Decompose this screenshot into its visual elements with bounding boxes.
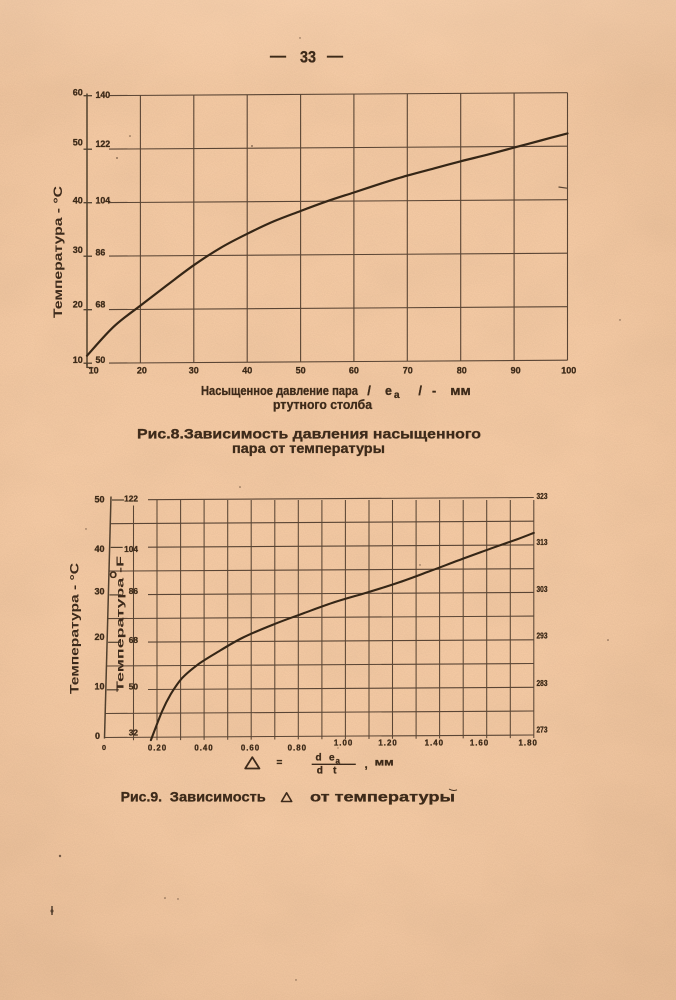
svg-text:283: 283 [537, 679, 549, 688]
svg-text:пара от температуры: пара от температуры [232, 440, 385, 456]
svg-text:50: 50 [73, 138, 83, 148]
svg-text:104: 104 [96, 196, 111, 206]
svg-text:104: 104 [124, 544, 138, 554]
svg-text:10: 10 [89, 366, 99, 376]
svg-text:=: = [277, 758, 283, 769]
svg-text:0: 0 [102, 743, 106, 752]
svg-text:313: 313 [537, 538, 549, 547]
svg-text:Рис.8.Зависимость давления нас: Рис.8.Зависимость давления насыщенного [137, 426, 481, 442]
svg-text:20: 20 [137, 366, 147, 376]
svg-text:мм: мм [450, 384, 471, 398]
svg-text:86: 86 [96, 247, 106, 257]
svg-text:30: 30 [189, 366, 199, 376]
svg-text:10: 10 [73, 355, 83, 365]
svg-text:0.60: 0.60 [241, 744, 260, 753]
svg-text:1.80: 1.80 [519, 738, 538, 747]
svg-text:Рис.9.: Рис.9. [121, 789, 162, 805]
svg-text:мм: мм [375, 758, 394, 769]
svg-text:100: 100 [561, 366, 576, 376]
svg-text:0.40: 0.40 [194, 744, 213, 753]
svg-text:32: 32 [129, 728, 139, 738]
svg-text:—: — [327, 48, 343, 65]
svg-text:50: 50 [96, 355, 106, 365]
svg-text:е: е [329, 753, 335, 764]
svg-text:0: 0 [95, 731, 100, 741]
svg-text:50: 50 [129, 681, 139, 691]
svg-text:ртутного столба: ртутного столба [273, 398, 373, 412]
svg-text:d: d [316, 753, 322, 764]
svg-text:140: 140 [96, 90, 111, 100]
svg-text:86: 86 [129, 586, 139, 596]
svg-text:е: е [385, 384, 392, 398]
svg-text:20: 20 [94, 632, 104, 642]
svg-text:50: 50 [296, 366, 306, 376]
svg-text:1.00: 1.00 [334, 738, 353, 747]
svg-text:323: 323 [537, 492, 549, 501]
svg-text:Зависимость: Зависимость [170, 789, 266, 805]
svg-text:40: 40 [242, 366, 252, 376]
svg-text:0.80: 0.80 [288, 744, 307, 753]
svg-text:Температура - °С: Температура - °С [51, 186, 65, 318]
svg-text:—: — [270, 48, 286, 65]
svg-text:90: 90 [511, 366, 521, 376]
svg-text:Насыщенное давление пара: Насыщенное давление пара [201, 384, 359, 398]
svg-text:60: 60 [73, 87, 83, 97]
svg-text:0.20: 0.20 [148, 744, 167, 753]
svg-text:от температуры: от температуры [310, 789, 455, 805]
svg-text:1.20: 1.20 [378, 738, 397, 747]
svg-text:-: - [432, 384, 436, 398]
svg-text:1.60: 1.60 [470, 738, 489, 747]
svg-text:10: 10 [94, 682, 104, 692]
svg-text:,: , [365, 759, 368, 771]
svg-text:а: а [336, 757, 341, 766]
svg-text:122: 122 [124, 494, 138, 504]
svg-text:70: 70 [403, 366, 413, 376]
svg-text:а: а [394, 390, 400, 401]
svg-text:30: 30 [94, 587, 104, 597]
svg-text:/: / [418, 383, 422, 398]
svg-text:80: 80 [457, 366, 467, 376]
svg-text:68: 68 [96, 299, 106, 309]
svg-text:1.40: 1.40 [425, 738, 444, 747]
svg-text:40: 40 [94, 544, 104, 554]
svg-text:О: О [110, 570, 117, 581]
svg-text:Температура -F: Температура -F [116, 556, 127, 692]
svg-text:Температура - °С: Температура - °С [70, 563, 82, 694]
svg-text:303: 303 [537, 585, 549, 594]
svg-text:40: 40 [73, 196, 83, 206]
svg-text:60: 60 [349, 366, 359, 376]
svg-text:/: / [367, 383, 371, 398]
svg-text:273: 273 [537, 726, 549, 735]
svg-text:d: d [317, 766, 323, 777]
svg-text:293: 293 [537, 632, 549, 641]
svg-text:68: 68 [129, 635, 139, 645]
svg-text:20: 20 [73, 300, 83, 310]
svg-text:122: 122 [96, 139, 111, 149]
svg-text:t: t [333, 766, 337, 777]
svg-text:33: 33 [300, 49, 316, 67]
svg-text:30: 30 [73, 245, 83, 255]
svg-text:50: 50 [94, 495, 104, 505]
